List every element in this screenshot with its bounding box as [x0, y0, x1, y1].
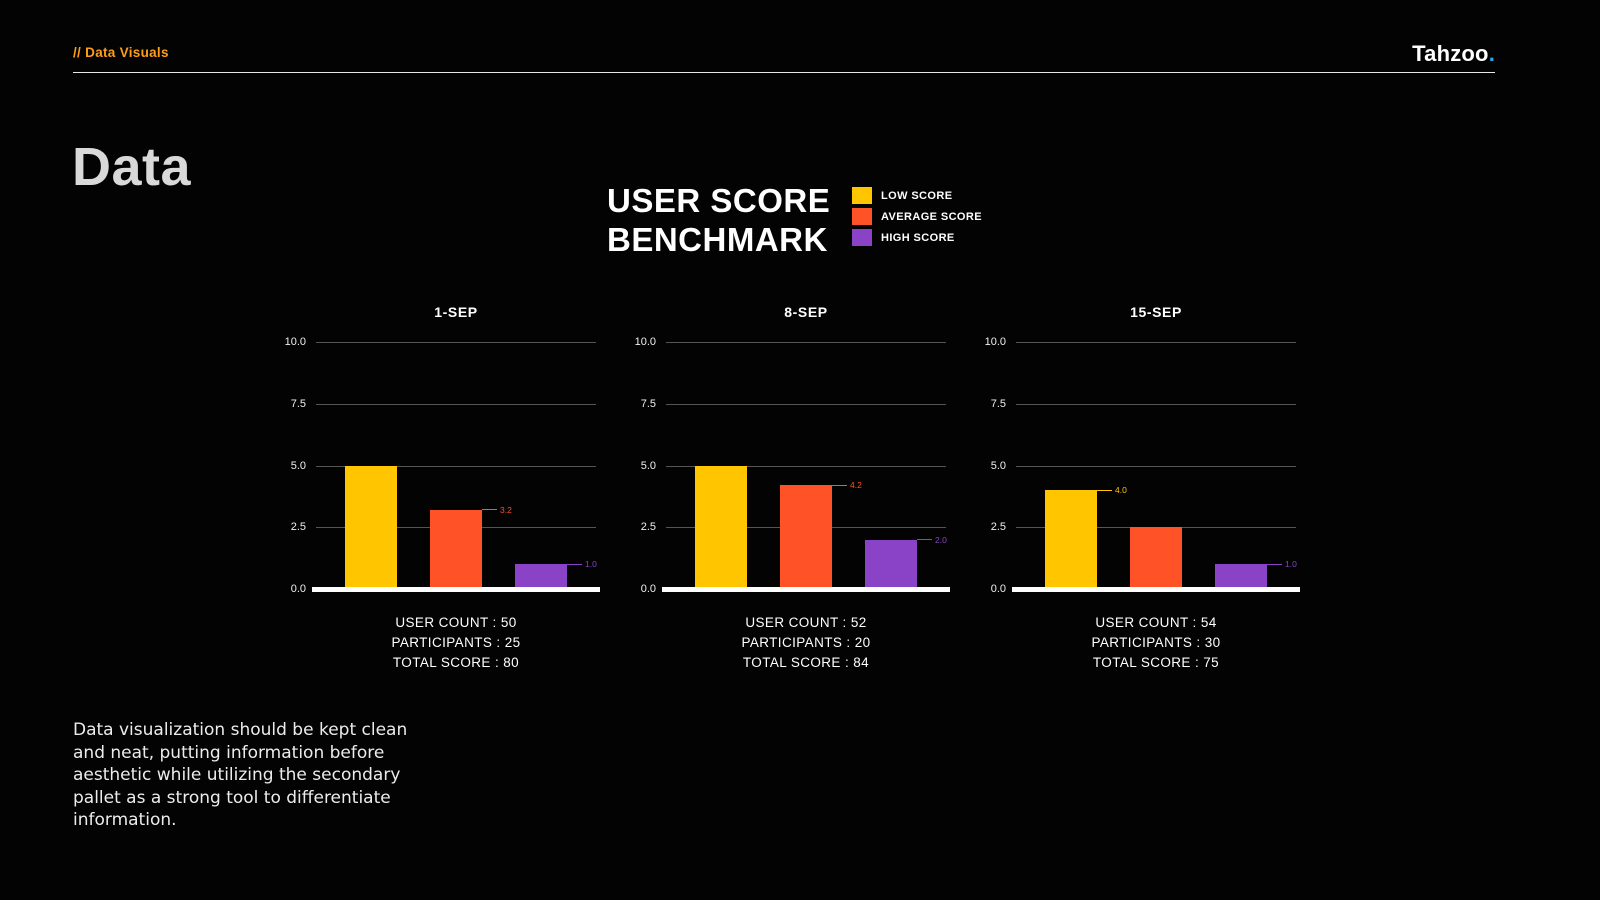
bar-value-label: 3.2: [482, 505, 512, 515]
stat-line: TOTAL SCORE : 75: [1092, 655, 1220, 670]
value-text: 1.0: [585, 559, 597, 570]
chart-stats: USER COUNT : 52 PARTICIPANTS : 20 TOTAL SC…: [666, 613, 946, 673]
x-axis-baseline: [1012, 587, 1300, 592]
y-axis-tick-label: 10.0: [284, 336, 306, 348]
logo-dot: .: [1488, 41, 1495, 66]
stat-line: USER COUNT : 50: [395, 615, 517, 630]
stat-line: PARTICIPANTS : 30: [1091, 635, 1221, 650]
bar-value-label: 4.2: [832, 480, 862, 490]
value-callout-line: [482, 509, 497, 511]
value-text: 2.0: [935, 534, 947, 545]
high-score-swatch-icon: [852, 229, 872, 246]
y-axis-tick-label: 10.0: [634, 336, 656, 348]
legend-label: AVERAGE SCORE: [881, 210, 982, 223]
benchmark-title: USER SCORE BENCHMARK: [607, 181, 830, 259]
gridline: [666, 403, 946, 405]
y-axis-tick-label: 5.0: [640, 459, 656, 472]
value-callout-line: [832, 484, 847, 486]
charts-row: 1-SEP 0.0 2.5 5.0 7.5 10.0 3.2 1.0 USER COUNT …: [272, 304, 1300, 673]
y-axis-tick-label: 0.0: [990, 583, 1006, 595]
y-axis-tick-label: 7.5: [990, 397, 1006, 410]
chart-plot-area: 0.0 2.5 5.0 7.5 10.0 3.2 1.0: [285, 336, 600, 595]
bar-value-label: 2.0: [917, 535, 947, 545]
y-axis-tick-label: 5.0: [990, 459, 1006, 472]
bar-value-label: 1.0: [1267, 559, 1297, 569]
legend: LOW SCORE AVERAGE SCORE HIGH SCORE: [852, 187, 982, 250]
chart-1-sep: 1-SEP 0.0 2.5 5.0 7.5 10.0 3.2 1.0 USER COUNT …: [272, 304, 600, 673]
legend-item-low-score: LOW SCORE: [852, 187, 982, 204]
y-axis-tick-label: 2.5: [640, 521, 656, 534]
stat-line: PARTICIPANTS : 25: [391, 635, 521, 650]
y-axis-tick-label: 7.5: [290, 397, 306, 410]
gridline: [316, 403, 596, 405]
bar-high-score: [865, 539, 917, 589]
stat-line: USER COUNT : 54: [1095, 615, 1217, 630]
stat-line: USER COUNT : 52: [745, 615, 867, 630]
value-callout-line: [917, 539, 932, 541]
value-callout-line: [1267, 563, 1282, 565]
gridline: [1016, 342, 1296, 343]
chart-plot-area: 0.0 2.5 5.0 7.5 10.0 4.0 1.0: [985, 336, 1300, 595]
value-callout-line: [1097, 489, 1112, 491]
value-text: 4.2: [850, 480, 862, 491]
chart-title: 15-SEP: [1130, 304, 1182, 320]
value-text: 4.0: [1115, 485, 1127, 496]
x-axis-baseline: [662, 587, 950, 592]
breadcrumb: // Data Visuals: [73, 45, 169, 60]
chart-title: 1-SEP: [434, 304, 478, 320]
y-axis-tick-label: 2.5: [290, 521, 306, 534]
chart-stats: USER COUNT : 50 PARTICIPANTS : 25 TOTAL SC…: [316, 613, 596, 673]
value-callout-line: [567, 563, 582, 565]
footer-note: Data visualization should be kept clean …: [73, 720, 408, 830]
value-text: 1.0: [1285, 559, 1297, 570]
gridline: [316, 342, 596, 343]
benchmark-title-line1: USER SCORE: [607, 182, 831, 219]
low-score-swatch-icon: [852, 187, 872, 204]
gridline: [666, 465, 946, 467]
legend-item-average-score: AVERAGE SCORE: [852, 208, 982, 225]
gridline: [316, 465, 596, 467]
y-axis-tick-label: 0.0: [290, 583, 306, 595]
bar-high-score: [1215, 564, 1267, 589]
y-axis-tick-label: 5.0: [290, 459, 306, 472]
y-axis-tick-label: 10.0: [984, 336, 1006, 348]
logo: Tahzoo.: [1412, 41, 1495, 67]
bar-value-label: 4.0: [1097, 485, 1127, 495]
gridline: [1016, 403, 1296, 405]
bar-low-score: [1045, 490, 1097, 589]
bar-average-score: [780, 485, 832, 589]
header-divider: [73, 72, 1495, 73]
bar-average-score: [430, 509, 482, 589]
x-axis-baseline: [312, 587, 600, 592]
gridline: [1016, 465, 1296, 467]
chart-title: 8-SEP: [784, 304, 828, 320]
stat-line: TOTAL SCORE : 80: [392, 655, 520, 670]
value-text: 3.2: [500, 504, 512, 515]
page-title: Data: [72, 137, 192, 197]
legend-item-high-score: HIGH SCORE: [852, 229, 982, 246]
y-axis-tick-label: 7.5: [640, 397, 656, 410]
bar-value-label: 1.0: [567, 559, 597, 569]
chart-stats: USER COUNT : 54 PARTICIPANTS : 30 TOTAL SC…: [1016, 613, 1296, 673]
bar-low-score: [345, 465, 397, 589]
y-axis-tick-label: 2.5: [990, 521, 1006, 534]
stat-line: TOTAL SCORE : 84: [742, 655, 870, 670]
bar-average-score: [1130, 527, 1182, 589]
chart-15-sep: 15-SEP 0.0 2.5 5.0 7.5 10.0 4.0 1.0 USER COUNT…: [972, 304, 1300, 673]
average-score-swatch-icon: [852, 208, 872, 225]
chart-8-sep: 8-SEP 0.0 2.5 5.0 7.5 10.0 4.2 2.0 USER COUNT …: [622, 304, 950, 673]
stat-line: PARTICIPANTS : 20: [741, 635, 871, 650]
y-axis-tick-label: 0.0: [640, 583, 656, 595]
logo-text: Tahzoo: [1412, 41, 1489, 66]
bar-high-score: [515, 564, 567, 589]
benchmark-title-line2: BENCHMARK: [607, 221, 828, 258]
gridline: [666, 342, 946, 343]
bar-low-score: [695, 465, 747, 589]
legend-label: LOW SCORE: [881, 189, 953, 202]
legend-label: HIGH SCORE: [881, 231, 955, 244]
chart-plot-area: 0.0 2.5 5.0 7.5 10.0 4.2 2.0: [635, 336, 950, 595]
